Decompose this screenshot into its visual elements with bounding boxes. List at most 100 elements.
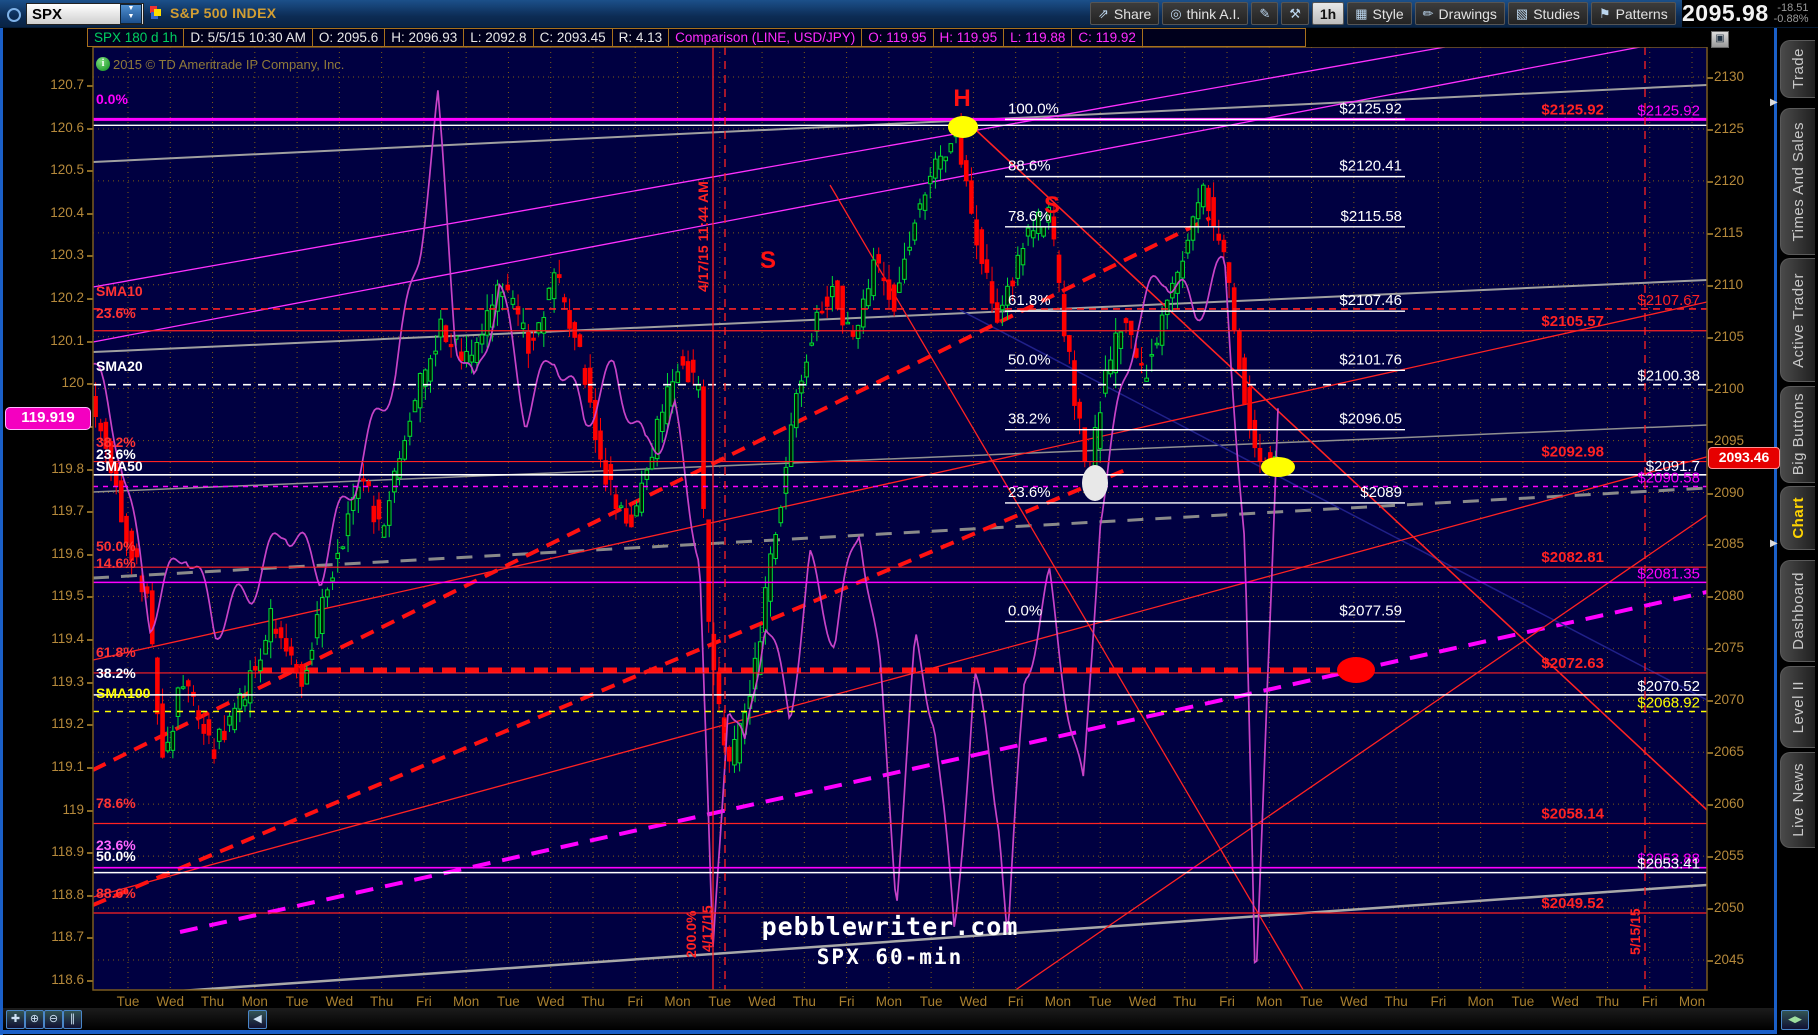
sidebar-tab-level-ii[interactable]: Level II <box>1780 666 1815 748</box>
fib-pct-label: 61.8% <box>1008 292 1051 309</box>
watermark-chart-title: SPX 60-min <box>816 945 964 969</box>
comparison-line-usdjpy[interactable] <box>93 90 1279 965</box>
time-axis-label: Thu <box>1173 994 1197 1009</box>
time-axis-label: Fri <box>1219 994 1235 1009</box>
trendline[interactable] <box>93 47 1446 288</box>
time-axis-label: Tue <box>497 994 520 1009</box>
left-level-label: 50.0% <box>96 848 136 864</box>
price-level-label: $2125.92 <box>1637 102 1700 119</box>
price-level-label: $2125.92 <box>1541 101 1604 118</box>
style-button[interactable]: ▦ Style <box>1347 2 1412 25</box>
head-shoulders-letter: S <box>760 247 776 274</box>
sidebar-tab-chart[interactable]: Chart <box>1780 486 1815 550</box>
ohlc-cell: C: 2093.45 <box>532 28 613 47</box>
sidebar-tab-live-news[interactable]: Live News <box>1780 752 1815 848</box>
link-ring-icon[interactable] <box>7 8 21 22</box>
time-axis-label: Thu <box>1384 994 1408 1009</box>
ohlc-cell: O: 119.95 <box>861 28 934 47</box>
left-axis-tick: 118.9 <box>51 844 84 860</box>
trendline-tool-icon[interactable]: ∥ <box>63 1010 82 1029</box>
price-level-label: $2091.7 <box>1646 458 1700 475</box>
panel-divider[interactable] <box>1774 28 1777 1030</box>
symbol-dropdown-icon[interactable]: ▼ ▼ <box>120 4 142 24</box>
drawings-button[interactable]: ✏ Drawings <box>1414 2 1505 25</box>
time-axis-label: Tue <box>708 994 732 1009</box>
studies-button[interactable]: ▧ Studies <box>1507 2 1588 25</box>
sidebar-tab-big-buttons[interactable]: Big Buttons <box>1780 386 1815 483</box>
head-shoulders-letter: S <box>1044 192 1060 219</box>
symbol-value[interactable]: SPX <box>32 5 63 23</box>
timeframe-button[interactable]: 1h <box>1311 2 1345 25</box>
right-axis-tick: 2125 <box>1714 120 1745 136</box>
fib-pct-label: 50.0% <box>1008 351 1051 368</box>
comparison-label: Comparison (LINE, USD/JPY) <box>668 28 863 47</box>
sidebar-tab-times-and-sales[interactable]: Times And Sales <box>1780 108 1815 255</box>
trendline[interactable] <box>93 47 1641 343</box>
patterns-button[interactable]: ⚑ Patterns <box>1590 2 1676 25</box>
ohlc-cell: D: 5/5/15 10:30 AM <box>183 28 313 47</box>
symbol-input[interactable]: SPX ▼ ▼ <box>26 3 144 25</box>
trendline[interactable] <box>950 513 1710 1008</box>
time-axis-label: Thu <box>792 994 816 1009</box>
trendline[interactable] <box>93 883 1707 997</box>
brush-icon: ✎ <box>1259 5 1271 21</box>
left-level-label: SMA20 <box>96 358 143 374</box>
price-level-label: $2090.58 <box>1637 469 1700 486</box>
left-axis-tick: 119.5 <box>51 588 84 604</box>
scroll-back-icon[interactable]: ◀ <box>248 1010 267 1029</box>
right-axis-tick: 2070 <box>1714 692 1745 708</box>
trendline[interactable] <box>93 216 1211 772</box>
left-level-label: 14.6% <box>96 555 136 571</box>
time-axis-label: Wed <box>325 994 354 1009</box>
zoom-out-icon[interactable]: ⊖ <box>44 1010 63 1029</box>
price-level-label: $2058.14 <box>1541 805 1604 822</box>
think-ai-button[interactable]: ◎ think A.I. <box>1162 2 1249 25</box>
left-level-label: 23.6% <box>96 446 136 462</box>
detach-chart-icon[interactable]: ▣ <box>1711 31 1729 48</box>
sidebar-tab-active-trader[interactable]: Active Trader <box>1780 258 1815 382</box>
pan-icon[interactable]: ✚ <box>6 1010 25 1029</box>
time-axis-label: Mon <box>875 994 902 1009</box>
trendline[interactable] <box>93 486 1707 580</box>
right-axis-tick: 2105 <box>1714 328 1745 344</box>
time-axis-label: Fri <box>838 994 855 1009</box>
trendline[interactable] <box>93 279 1707 353</box>
price-chart-canvas[interactable]: $2125.92 $2105.57 $2092.98 $2082.81 $2072.63… <box>0 46 1774 1008</box>
left-axis-tick: 119.8 <box>51 460 84 476</box>
fib-pct-label: 38.2% <box>1008 411 1051 428</box>
share-button[interactable]: ⇗ Share <box>1090 2 1160 25</box>
left-axis-tick: 119 <box>62 801 84 817</box>
trendline[interactable] <box>93 466 1131 907</box>
time-axis-label: Mon <box>1678 994 1706 1009</box>
trendline[interactable] <box>959 309 1707 701</box>
time-axis-label: Wed <box>536 994 565 1009</box>
left-axis-tick: 118.7 <box>51 929 84 945</box>
right-axis-tick: 2130 <box>1714 69 1745 84</box>
sidebar-tab-dashboard[interactable]: Dashboard <box>1780 560 1815 662</box>
left-axis-tick: 118.8 <box>51 886 84 902</box>
time-axis-label: Mon <box>1467 994 1494 1009</box>
zoom-in-icon[interactable]: ⊕ <box>25 1010 44 1029</box>
left-axis-tick: 120.3 <box>50 247 84 263</box>
trendline[interactable] <box>179 590 1707 934</box>
sidebar-collapse-button[interactable]: ◀▶ <box>1781 1010 1809 1030</box>
trendline[interactable] <box>829 184 1325 1008</box>
time-axis-label: Wed <box>156 994 185 1009</box>
price-level-label: $2107.67 <box>1637 292 1700 309</box>
left-level-label: 38.2% <box>96 434 136 450</box>
fib-price-label: $2077.59 <box>1339 602 1402 619</box>
ohlc-cell: L: 119.88 <box>1003 28 1073 47</box>
quick-draw-button[interactable]: ✎ <box>1251 2 1279 25</box>
price-level-label: $2068.92 <box>1637 694 1700 711</box>
info-icon[interactable]: i <box>96 57 110 71</box>
price-change-pct: -0.88% <box>1773 12 1809 25</box>
trendline[interactable] <box>93 84 1707 163</box>
trendline[interactable] <box>93 301 1707 661</box>
sidebar-tab-trade[interactable]: Trade <box>1780 40 1815 98</box>
chart-header: SPX 180 d 1h D: 5/5/15 10:30 AM O: 2095.6… <box>87 28 1306 47</box>
ohlc-cell: C: 119.92 <box>1071 28 1143 47</box>
chart-settings-button[interactable]: ⚒ <box>1281 2 1309 25</box>
date-annotation: 4/17/15 <box>699 905 715 952</box>
chart-plot-area[interactable]: $2125.92 $2105.57 $2092.98 $2082.81 $2072.63… <box>0 46 1774 1013</box>
time-axis-label: Fri <box>1007 994 1024 1009</box>
